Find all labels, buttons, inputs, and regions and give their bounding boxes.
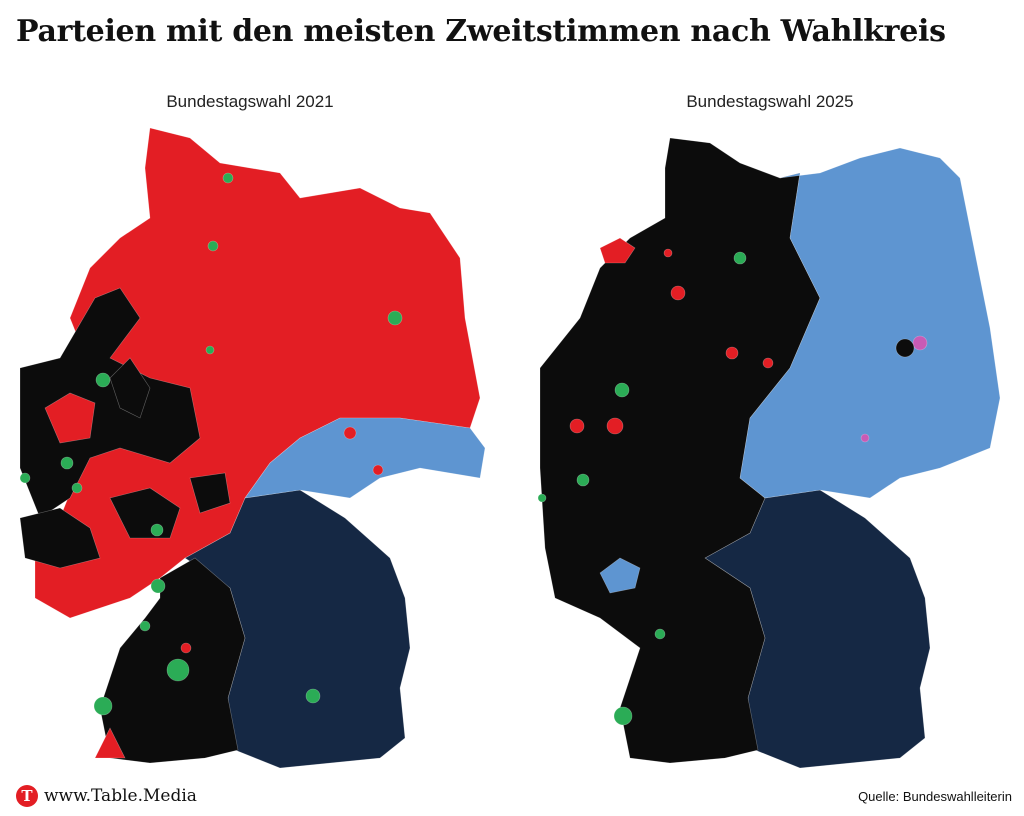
map-panel-2025: Bundestagswahl 2025	[520, 88, 1020, 778]
table-media-logo[interactable]: T www.Table.Media	[16, 785, 197, 807]
site-url: www.Table.Media	[44, 786, 197, 806]
map-panel-2021: Bundestagswahl 2021	[0, 88, 500, 778]
germany-map-2025	[537, 137, 1001, 769]
map-title-2021: Bundestagswahl 2021	[166, 92, 334, 111]
chart-title: Parteien mit den meisten Zweitstimmen na…	[16, 14, 946, 49]
germany-map-2021	[19, 127, 486, 769]
region-spd-cities-east[interactable]	[180, 426, 384, 654]
region-gruene-cities[interactable]	[537, 251, 747, 726]
region-east-afd[interactable]	[244, 417, 486, 499]
region-west-spd-pockets[interactable]	[44, 392, 126, 759]
region-berlin-outskirts-cdu[interactable]	[895, 338, 915, 358]
region-gruene-cities[interactable]	[19, 172, 403, 716]
region-linke-berlin[interactable]	[860, 335, 928, 443]
table-media-logo-icon: T	[16, 785, 38, 807]
source-note: Quelle: Bundeswahlleiterin	[858, 789, 1012, 804]
region-east-afd[interactable]	[739, 147, 1001, 499]
region-spd-cities[interactable]	[569, 237, 774, 435]
region-afd-west-island[interactable]	[599, 557, 641, 594]
map-title-2025: Bundestagswahl 2025	[686, 92, 854, 111]
